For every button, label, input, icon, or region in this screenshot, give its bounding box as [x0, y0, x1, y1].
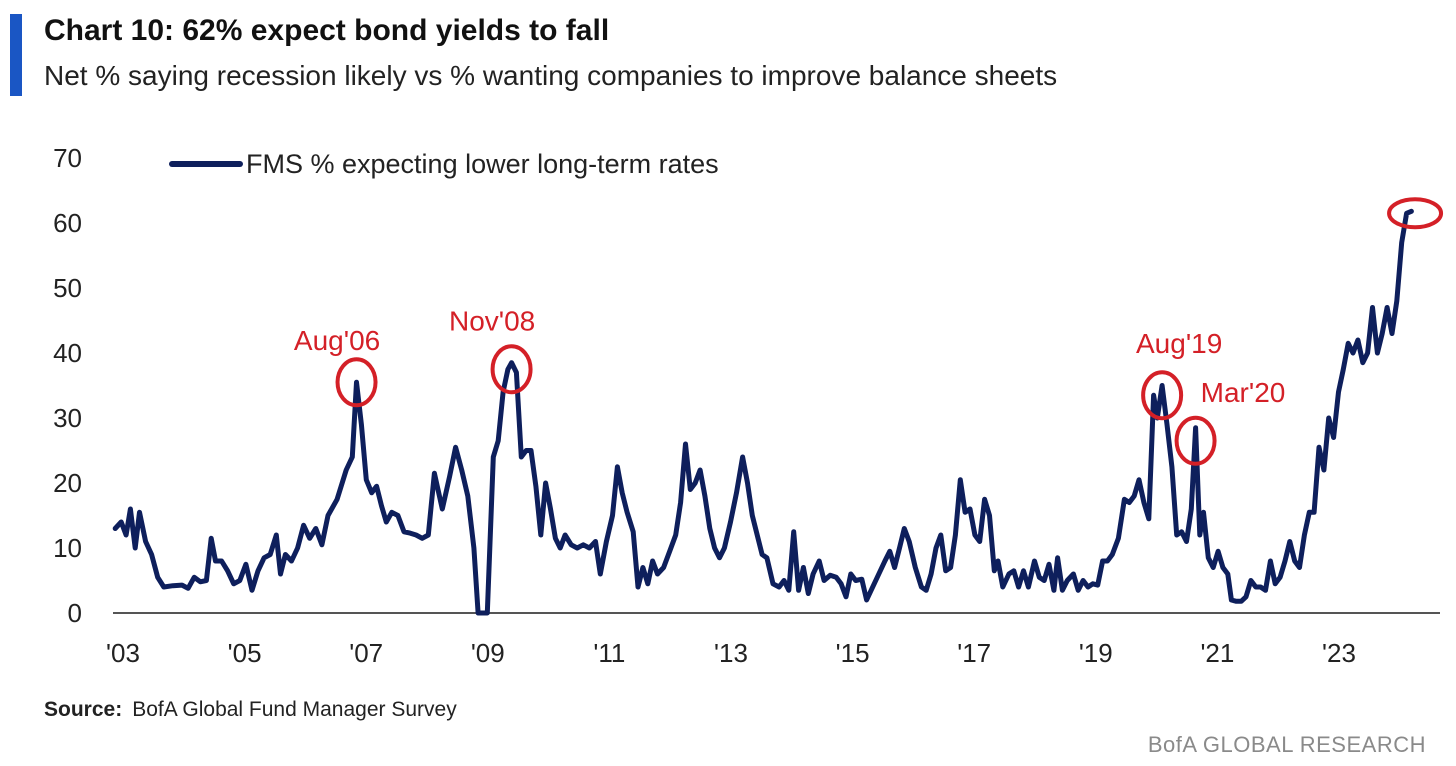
line-chart: 0 10 20 30 40 50 60 70 '03 '05 '07 '09 '11 '13 '15 '17…	[53, 143, 1444, 668]
chart-title: Chart 10: 62% expect bond yields to fall	[44, 14, 610, 47]
y-tick-label: 30	[53, 403, 82, 433]
series-layer	[112, 208, 1414, 616]
legend-label: FMS % expecting lower long-term rates	[246, 149, 719, 179]
x-tick-label: '13	[714, 638, 748, 668]
source-label: Source:	[44, 698, 123, 721]
annotation-circle	[490, 344, 533, 395]
source-text: BofA Global Fund Manager Survey	[132, 698, 457, 721]
x-tick-label: '17	[957, 638, 991, 668]
annotation-circle	[1174, 415, 1217, 466]
annotation-label: Aug'06	[294, 325, 380, 356]
y-tick-label: 40	[53, 338, 82, 368]
y-tick-label: 50	[53, 273, 82, 303]
y-tick-label: 10	[53, 533, 82, 563]
annotation-circle	[335, 357, 378, 408]
x-tick-label: '15	[836, 638, 870, 668]
x-tick-label: '19	[1079, 638, 1113, 668]
brand-label: BofA GLOBAL RESEARCH	[1147, 732, 1426, 757]
y-tick-label: 0	[68, 598, 82, 628]
x-tick-label: '09	[471, 638, 505, 668]
x-tick-label: '23	[1322, 638, 1356, 668]
annotation-circle	[1141, 370, 1184, 421]
annotation-label: Aug'19	[1136, 328, 1222, 359]
y-tick-label: 60	[53, 208, 82, 238]
series-line	[112, 208, 1414, 616]
legend: FMS % expecting lower long-term rates	[169, 149, 719, 179]
x-tick-label: '03	[106, 638, 140, 668]
source-note: Source: BofA Global Fund Manager Survey	[44, 698, 457, 722]
x-tick-label: '11	[593, 638, 625, 668]
chart-subtitle: Net % saying recession likely vs % wanti…	[44, 60, 1058, 91]
y-axis-ticks: 0 10 20 30 40 50 60 70	[53, 143, 82, 628]
y-tick-label: 20	[53, 468, 82, 498]
x-tick-label: '21	[1200, 638, 1234, 668]
x-tick-label: '07	[349, 638, 383, 668]
x-axis-ticks: '03 '05 '07 '09 '11 '13 '15 '17 '19 '21 '23	[106, 638, 1356, 668]
y-tick-label: 70	[53, 143, 82, 173]
annotations: Aug'06 Nov'08 Aug'19 Mar'20	[294, 197, 1444, 466]
accent-bar	[10, 14, 22, 96]
x-tick-label: '05	[228, 638, 262, 668]
annotation-label: Nov'08	[449, 305, 535, 336]
annotation-label: Mar'20	[1201, 377, 1286, 408]
annotation-circle	[1387, 197, 1444, 230]
